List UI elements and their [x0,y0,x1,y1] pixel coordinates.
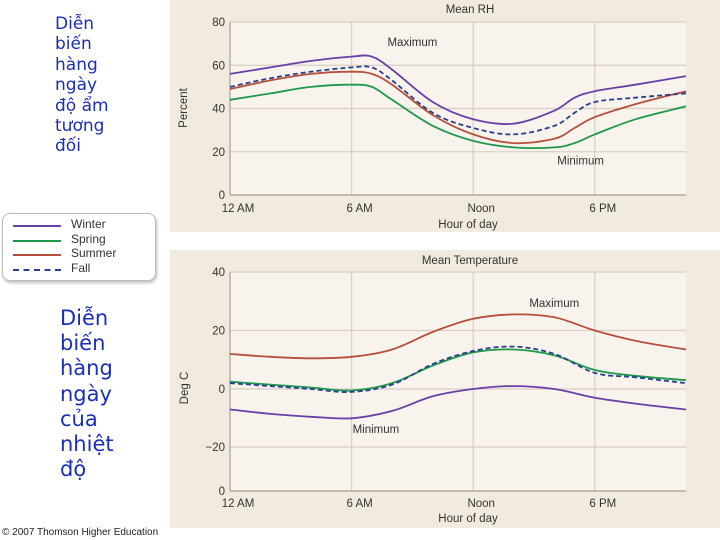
legend-swatch [13,225,61,227]
temp-plot-area [230,272,686,491]
legend-swatch [13,254,61,256]
temp-y-tick-label: 0 [219,486,225,498]
legend-swatch [13,268,61,271]
rh-y-tick-label: 40 [212,104,225,116]
rh-series-fall [229,65,687,136]
temp-x-tick-label: Noon [467,498,495,510]
temp-y-tick-label: 40 [212,267,225,279]
rh-annotation-minimum: Minimum [557,156,604,168]
rh-y-tick-label: 20 [212,147,225,159]
legend-item-spring: Spring [13,231,153,248]
rh-caption: Diễn biến hàng ngày độ ẩm tương đối [55,14,109,157]
rh-x-tick-label: 6 AM [346,203,372,215]
rh-x-tick-label: 6 PM [589,203,616,215]
legend-label: Winter [71,217,106,231]
rh-y-tick-label: 60 [212,60,225,72]
legend-item-fall: Fall [13,260,153,277]
temp-y-axis-label: Deg C [179,372,191,405]
legend-swatch [13,239,61,242]
temp-x-axis-label: Hour of day [438,513,498,525]
rh-chart-title: Mean RH [446,4,495,16]
temp-y-tick-label: 0 [219,384,225,396]
rh-series-winter [229,54,687,125]
rh-x-axis-label: Hour of day [438,219,498,231]
legend-label: Summer [71,246,117,260]
rh-series-spring [229,83,687,149]
temp-series-winter [229,385,687,420]
temp-annotation-minimum: Minimum [353,424,400,436]
temp-series-spring [229,348,687,392]
copyright-text: © 2007 Thomson Higher Education [2,527,159,538]
rh-y-tick-label: 0 [219,190,225,202]
rh-series-summer [229,70,687,145]
rh-y-tick-label: 80 [212,17,225,29]
legend-label: Spring [71,231,106,246]
legend-label: Fall [71,260,91,275]
legend: Winter Spring Summer Fall [2,213,156,281]
temp-series-summer [229,313,687,360]
rh-annotation-maximum: Maximum [387,37,437,49]
rh-x-tick-label: 12 AM [222,203,255,215]
legend-item-winter: Winter [13,217,153,233]
temp-y-tick-label: 20 [212,326,225,338]
legend-item-summer: Summer [13,246,153,262]
temp-x-tick-label: 6 PM [589,498,616,510]
temp-chart-title: Mean Temperature [422,255,518,267]
rh-x-tick-label: Noon [467,203,495,215]
rh-y-axis-label: Percent [178,87,190,127]
temp-x-tick-label: 6 AM [346,498,372,510]
temperature-caption: Diễn biến hàng ngày của nhiệt độ [60,306,114,482]
temp-y-tick-label: −20 [205,442,225,454]
temp-x-tick-label: 12 AM [222,498,255,510]
temp-annotation-maximum: Maximum [529,298,579,310]
